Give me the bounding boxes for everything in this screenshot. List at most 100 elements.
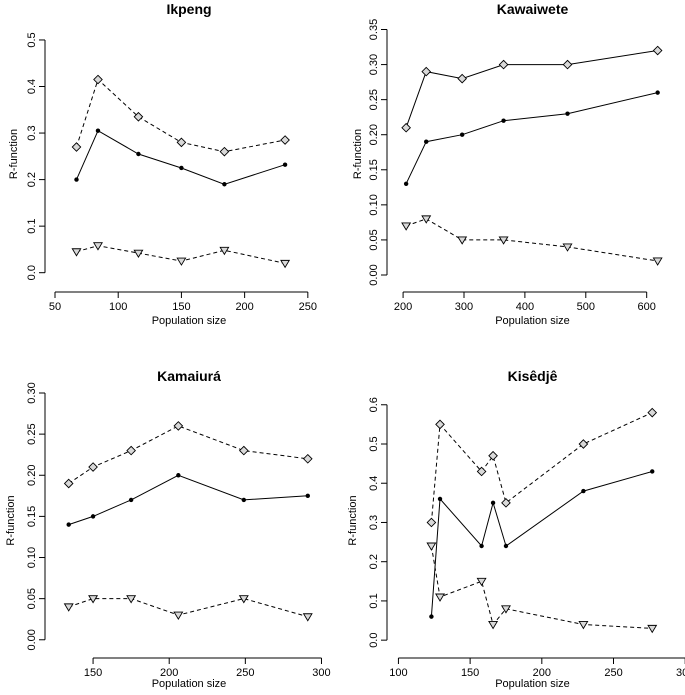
- data-point-dot: [66, 522, 71, 527]
- series-line: [405, 218, 658, 262]
- y-tick-label: 0.1: [368, 593, 380, 608]
- y-tick-label: 0.4: [26, 79, 38, 94]
- data-point-dot: [479, 543, 484, 549]
- data-point-diamond: [126, 445, 136, 456]
- series-1: [426, 407, 658, 528]
- data-point-triangle: [126, 595, 137, 604]
- y-tick-label: 0.35: [368, 19, 380, 40]
- y-tick-label: 0.25: [26, 423, 38, 444]
- data-point-triangle: [498, 236, 509, 245]
- data-point-diamond: [498, 59, 509, 70]
- x-tick-label: 200: [235, 301, 253, 313]
- data-point-triangle: [88, 595, 99, 604]
- data-point-dot: [136, 151, 141, 157]
- series-line: [76, 129, 286, 185]
- data-point-dot: [282, 162, 288, 167]
- x-tick-label: 300: [312, 667, 330, 679]
- data-point-dot: [650, 469, 655, 474]
- data-point-dot: [655, 90, 660, 95]
- data-point-dot: [424, 139, 429, 144]
- y-tick-label: 0.15: [368, 159, 380, 180]
- series-1: [71, 74, 290, 157]
- data-point-dot: [74, 177, 79, 182]
- y-tick-label: 0.3: [26, 125, 38, 140]
- data-point-triangle: [652, 257, 663, 266]
- data-point-triangle: [71, 248, 82, 257]
- y-tick-label: 0.05: [26, 588, 38, 609]
- panel-1: Ikpeng 50 100 150 200 250 0.0 0.1 0.2 0.3 0.4 0.5 Po…: [8, 1, 317, 327]
- data-point-diamond: [421, 66, 432, 77]
- data-point-dot: [501, 118, 506, 123]
- data-point-dot: [90, 514, 96, 519]
- series-3: [401, 215, 663, 266]
- data-point-diamond: [63, 478, 74, 489]
- y-axis-label: R-function: [352, 129, 364, 179]
- data-point-dot: [95, 128, 101, 133]
- y-tick-label: 0.1: [26, 218, 38, 233]
- data-point-diamond: [578, 439, 589, 449]
- data-point-triangle: [421, 215, 432, 224]
- data-point-dot: [241, 497, 247, 503]
- x-tick-label: 200: [533, 667, 551, 679]
- y-tick-label: 0.3: [368, 515, 380, 530]
- data-point-triangle: [500, 605, 511, 614]
- data-point-diamond: [173, 421, 184, 431]
- data-point-diamond: [457, 73, 467, 84]
- data-point-diamond: [435, 419, 445, 430]
- data-point-triangle: [133, 249, 144, 259]
- y-tick-label: 0.20: [26, 465, 38, 486]
- data-point-diamond: [280, 135, 290, 145]
- y-tick-label: 0.05: [368, 229, 380, 250]
- x-tick-label: 600: [638, 301, 656, 313]
- y-tick-label: 0.20: [368, 124, 380, 145]
- x-tick-label: 500: [577, 301, 595, 313]
- x-tick-label: 300: [676, 667, 685, 679]
- x-tick-label: 400: [516, 301, 534, 313]
- data-point-triangle: [457, 236, 468, 245]
- y-tick-label: 0.2: [368, 554, 380, 569]
- data-point-diamond: [88, 462, 98, 472]
- x-axis-label: Population size: [152, 315, 227, 327]
- data-point-dot: [222, 182, 227, 187]
- data-point-diamond: [401, 122, 411, 133]
- y-tick-label: 0.15: [26, 506, 38, 527]
- data-point-diamond: [176, 137, 187, 148]
- data-point-diamond: [93, 74, 103, 85]
- series-1: [63, 421, 313, 489]
- series-3: [71, 242, 291, 269]
- series-line: [68, 474, 308, 526]
- x-tick-label: 50: [49, 301, 61, 313]
- y-tick-label: 0.0: [26, 265, 38, 280]
- data-point-dot: [179, 165, 184, 171]
- panel-4: Kisêdjê 100 150 200 250 300 0.0 0.1 0.2 0.3 0.4 0.5…: [347, 368, 685, 690]
- data-point-triangle: [435, 593, 446, 602]
- data-point-dot: [459, 132, 465, 137]
- y-tick-label: 0.25: [368, 89, 380, 110]
- x-tick-label: 150: [461, 667, 479, 679]
- data-point-triangle: [578, 621, 589, 630]
- y-tick-label: 0.00: [26, 629, 38, 650]
- data-point-diamond: [501, 498, 511, 508]
- data-point-dot: [490, 500, 496, 506]
- data-point-triangle: [173, 611, 184, 620]
- y-tick-label: 0.2: [26, 172, 38, 187]
- data-point-triangle: [476, 577, 487, 587]
- y-axis-label: R-function: [8, 129, 20, 179]
- y-tick-label: 0.10: [368, 194, 380, 215]
- y-tick-label: 0.0: [368, 633, 380, 648]
- x-tick-label: 100: [109, 301, 127, 313]
- data-point-diamond: [219, 146, 230, 157]
- data-point-dot: [565, 111, 570, 116]
- panel-2: Kawaiwete 200 300 400 500 600 0.00 0.05 0.10 0.15…: [352, 1, 663, 327]
- panel-title: Kisêdjê: [508, 368, 558, 384]
- panel-title: Ikpeng: [166, 1, 211, 17]
- data-point-triangle: [401, 222, 412, 231]
- x-tick-label: 250: [299, 301, 317, 313]
- data-point-dot: [128, 497, 134, 503]
- series-line: [430, 471, 653, 617]
- data-point-dot: [403, 181, 409, 187]
- series-2: [429, 469, 655, 619]
- panel-title: Kawaiwete: [497, 1, 569, 17]
- y-axis-label: R-function: [347, 495, 359, 545]
